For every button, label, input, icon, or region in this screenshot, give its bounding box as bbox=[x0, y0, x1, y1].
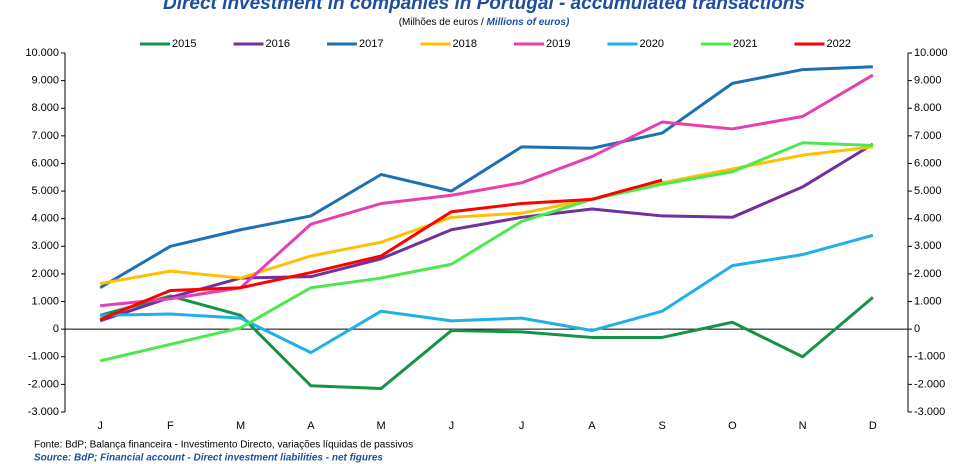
x-tick-label: O bbox=[728, 420, 737, 432]
y2-tick-label: -2.000 bbox=[914, 378, 945, 390]
legend-label: 2019 bbox=[546, 38, 570, 50]
x-tick-label: N bbox=[799, 420, 807, 432]
series-line bbox=[99, 73, 874, 308]
y-tick-label: 8.000 bbox=[31, 102, 59, 114]
series-line bbox=[99, 141, 873, 363]
y-tick-label: 2.000 bbox=[31, 268, 59, 280]
x-tick-label: J bbox=[519, 420, 525, 432]
x-tick-label: F bbox=[167, 420, 174, 432]
source-pt: Fonte: BdP; Balança financeira - Investi… bbox=[34, 440, 413, 451]
y2-tick-label: 5.000 bbox=[914, 185, 942, 197]
series-line bbox=[99, 294, 874, 391]
y2-tick-label: -1.000 bbox=[914, 351, 945, 363]
legend-label: 2016 bbox=[266, 38, 290, 50]
y-tick-label: 1.000 bbox=[31, 295, 59, 307]
legend-label: 2020 bbox=[640, 38, 664, 50]
source-en: Source: BdP; Financial account - Direct … bbox=[34, 453, 383, 464]
y2-tick-label: 7.000 bbox=[914, 130, 942, 142]
y-tick-label: 0 bbox=[53, 323, 59, 335]
y-tick-label: -1.000 bbox=[28, 351, 59, 363]
y2-tick-label: 6.000 bbox=[914, 157, 942, 169]
legend-label: 2015 bbox=[172, 38, 196, 50]
y-tick-label: 5.000 bbox=[31, 185, 59, 197]
legend-label: 2022 bbox=[827, 38, 851, 50]
y-tick-label: 7.000 bbox=[31, 130, 59, 142]
y2-tick-label: 2.000 bbox=[914, 268, 942, 280]
y-tick-label: 9.000 bbox=[31, 75, 59, 87]
x-tick-label: A bbox=[307, 420, 315, 432]
y-tick-label: 6.000 bbox=[31, 157, 59, 169]
x-tick-label: M bbox=[236, 420, 245, 432]
x-tick-label: J bbox=[97, 420, 103, 432]
y-tick-label: -3.000 bbox=[28, 406, 59, 418]
x-tick-label: S bbox=[658, 420, 665, 432]
x-tick-label: D bbox=[869, 420, 877, 432]
chart-title: Direct investment in companies in Portug… bbox=[163, 0, 805, 14]
subtitle-en: Millions of euros) bbox=[487, 17, 570, 28]
series-line bbox=[99, 142, 874, 323]
series-line bbox=[99, 65, 873, 290]
y2-tick-label: 9.000 bbox=[914, 75, 942, 87]
y-tick-label: -2.000 bbox=[28, 378, 59, 390]
x-tick-label: J bbox=[449, 420, 455, 432]
y2-tick-label: 3.000 bbox=[914, 240, 942, 252]
chart-subtitle: (Milhões de euros / Millions of euros) bbox=[399, 17, 570, 28]
y2-tick-label: 4.000 bbox=[914, 213, 942, 225]
legend-label: 2017 bbox=[359, 38, 383, 50]
y2-tick-label: 0 bbox=[914, 323, 920, 335]
legend-label: 2021 bbox=[733, 38, 757, 50]
y2-tick-label: 10.000 bbox=[914, 47, 948, 59]
subtitle-pt: (Milhões de euros / bbox=[399, 17, 484, 28]
y2-tick-label: -3.000 bbox=[914, 406, 945, 418]
series-line bbox=[100, 233, 874, 355]
y-tick-label: 3.000 bbox=[31, 240, 59, 252]
x-tick-label: M bbox=[377, 420, 386, 432]
y2-tick-label: 1.000 bbox=[914, 295, 942, 307]
y-tick-label: 4.000 bbox=[31, 213, 59, 225]
legend-label: 2018 bbox=[453, 38, 477, 50]
y-tick-label: 10.000 bbox=[25, 47, 59, 59]
x-tick-label: A bbox=[588, 420, 596, 432]
series-line bbox=[99, 178, 663, 321]
y2-tick-label: 8.000 bbox=[914, 102, 942, 114]
